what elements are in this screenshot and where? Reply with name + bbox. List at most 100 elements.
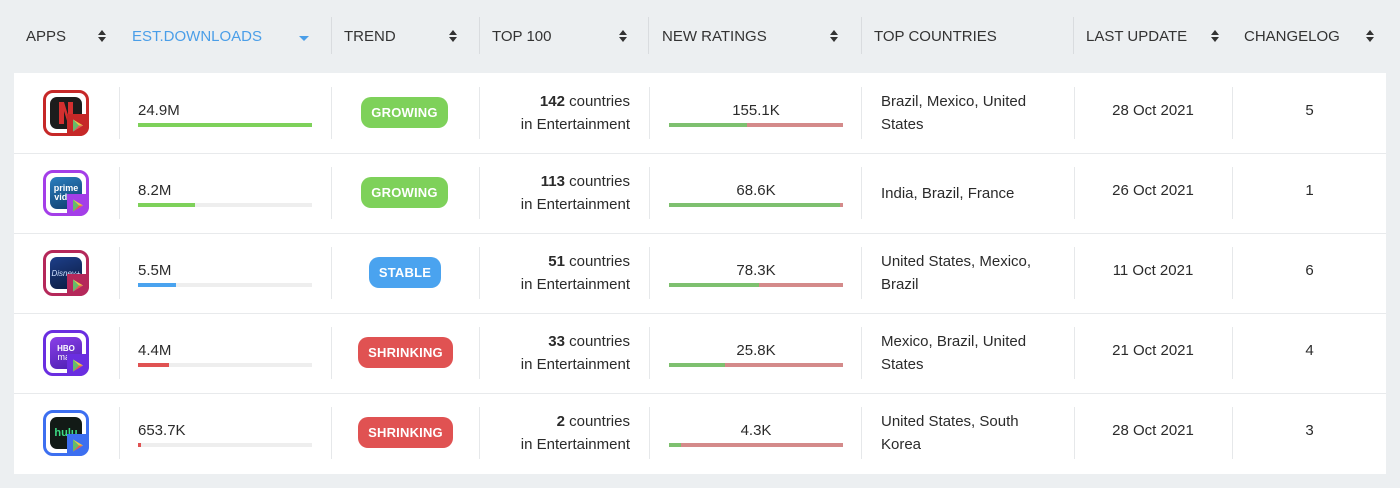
column-label: CHANGELOG xyxy=(1244,27,1340,45)
column-header-trend[interactable]: TREND xyxy=(344,18,396,54)
top100-count: 33 xyxy=(548,333,565,350)
cell-divider xyxy=(479,167,480,219)
hulu-icon[interactable]: hulu xyxy=(43,410,89,456)
new-ratings-value: 25.8K xyxy=(736,342,776,359)
new-ratings-value: 155.1K xyxy=(732,102,780,119)
top-countries: United States, Mexico, Brazil xyxy=(881,253,1032,293)
google-play-icon xyxy=(67,114,89,136)
sort-both-icon[interactable] xyxy=(1210,29,1220,43)
top100-count: 142 xyxy=(539,93,565,110)
top100-category: in Entertainment xyxy=(520,436,630,453)
column-label: TOP COUNTRIES xyxy=(874,27,997,45)
disney-plus-icon[interactable]: Disney+ xyxy=(43,250,89,296)
top100-cell: 113 countries in Entertainment xyxy=(484,170,630,216)
last-update-date: 28 Oct 2021 xyxy=(1112,102,1194,119)
cell-divider xyxy=(1074,167,1075,219)
netflix-icon[interactable] xyxy=(43,90,89,136)
hbo-max-icon[interactable]: HBO max xyxy=(43,330,89,376)
changelog-count[interactable]: 6 xyxy=(1305,262,1314,279)
cell-divider xyxy=(861,247,862,299)
column-header-last-update[interactable]: LAST UPDATE xyxy=(1086,18,1187,54)
top-countries: Mexico, Brazil, United States xyxy=(881,333,1027,373)
changelog-count[interactable]: 5 xyxy=(1305,102,1314,119)
top100-cell: 142 countries in Entertainment xyxy=(484,90,630,136)
changelog-count[interactable]: 4 xyxy=(1305,342,1314,359)
ratings-bar-positive xyxy=(669,443,682,447)
ratings-bar xyxy=(669,123,843,127)
column-label: APPS xyxy=(26,27,67,45)
cell-divider xyxy=(649,167,650,219)
column-label: NEW RATINGS xyxy=(662,27,767,45)
downloads-bar-fill xyxy=(138,123,312,127)
sort-both-icon[interactable] xyxy=(1365,29,1375,43)
sort-desc-icon[interactable] xyxy=(299,35,309,49)
table-row[interactable]: hulu 653.7K SHRINKING 2 countries in Ent… xyxy=(14,393,1386,473)
column-label: LAST UPDATE xyxy=(1086,27,1188,45)
row-divider xyxy=(14,233,1386,234)
downloads-bar-fill xyxy=(138,363,170,367)
top-countries: India, Brazil, France xyxy=(881,185,1015,202)
downloads-bar-fill xyxy=(138,203,196,207)
downloads-bar xyxy=(138,283,312,287)
column-header-top-countries: TOP COUNTRIES xyxy=(874,18,997,54)
downloads-bar-fill xyxy=(138,283,177,287)
cell-divider xyxy=(331,327,332,379)
column-header-apps[interactable]: APPS xyxy=(26,18,66,54)
cell-divider xyxy=(1074,407,1075,459)
cell-divider xyxy=(119,87,120,139)
top-countries: Brazil, Mexico, United States xyxy=(881,93,1027,133)
column-label: TREND xyxy=(344,27,396,45)
table-row[interactable]: prime video 8.2M GROWING 113 countries i… xyxy=(14,153,1386,233)
downloads-bar xyxy=(138,123,312,127)
cell-divider xyxy=(1074,87,1075,139)
changelog-count[interactable]: 3 xyxy=(1305,422,1314,439)
cell-divider xyxy=(1074,247,1075,299)
header-divider xyxy=(1073,17,1074,54)
google-play-icon xyxy=(67,354,89,376)
top100-count: 51 xyxy=(548,253,565,270)
table-row[interactable]: 24.9M GROWING 142 countries in Entertain… xyxy=(14,73,1386,153)
cell-divider xyxy=(1232,87,1233,139)
last-update-date: 11 Oct 2021 xyxy=(1112,262,1194,279)
cell-divider xyxy=(119,247,120,299)
cell-divider xyxy=(331,247,332,299)
top100-cell: 2 countries in Entertainment xyxy=(484,410,630,456)
cell-divider xyxy=(331,87,332,139)
table-row[interactable]: HBO max 4.4M SHRINKING 33 countries in E… xyxy=(14,313,1386,393)
cell-divider xyxy=(861,327,862,379)
new-ratings-value: 68.6K xyxy=(736,182,776,199)
prime-video-icon[interactable]: prime video xyxy=(43,170,89,216)
sort-both-icon[interactable] xyxy=(448,29,458,43)
top100-count: 113 xyxy=(540,173,565,190)
est-downloads-value: 653.7K xyxy=(138,422,186,439)
est-downloads-value: 24.9M xyxy=(138,102,180,119)
table-header: APPS EST.DOWNLOADS TREND TOP 100 NEW RAT… xyxy=(0,0,1400,72)
changelog-count[interactable]: 1 xyxy=(1305,182,1314,199)
column-header-top-100[interactable]: TOP 100 xyxy=(492,18,552,54)
sort-both-icon[interactable] xyxy=(618,29,628,43)
last-update-date: 21 Oct 2021 xyxy=(1112,342,1194,359)
est-downloads-value: 8.2M xyxy=(138,182,172,199)
top100-category: in Entertainment xyxy=(520,276,630,293)
table-row[interactable]: Disney+ 5.5M STABLE 51 countries in Ente… xyxy=(14,233,1386,313)
cell-divider xyxy=(479,407,480,459)
column-header-est-downloads[interactable]: EST.DOWNLOADS xyxy=(132,18,262,54)
top100-suffix: countries xyxy=(564,413,630,430)
google-play-icon xyxy=(67,434,89,456)
column-header-new-ratings[interactable]: NEW RATINGS xyxy=(662,18,767,54)
sort-both-icon[interactable] xyxy=(97,29,107,43)
cell-divider xyxy=(479,327,480,379)
last-update-date: 28 Oct 2021 xyxy=(1112,422,1194,439)
column-label: EST.DOWNLOADS xyxy=(132,27,263,45)
top100-cell: 33 countries in Entertainment xyxy=(484,330,630,376)
top100-suffix: countries xyxy=(564,173,630,190)
ratings-bar xyxy=(669,443,843,447)
sort-both-icon[interactable] xyxy=(829,29,839,43)
top100-suffix: countries xyxy=(564,253,630,270)
trend-badge: STABLE xyxy=(369,257,441,288)
cell-divider xyxy=(119,167,120,219)
column-header-changelog[interactable]: CHANGELOG xyxy=(1244,18,1340,54)
top100-category: in Entertainment xyxy=(520,196,630,213)
cell-divider xyxy=(1074,327,1075,379)
trend-badge: SHRINKING xyxy=(358,337,453,368)
